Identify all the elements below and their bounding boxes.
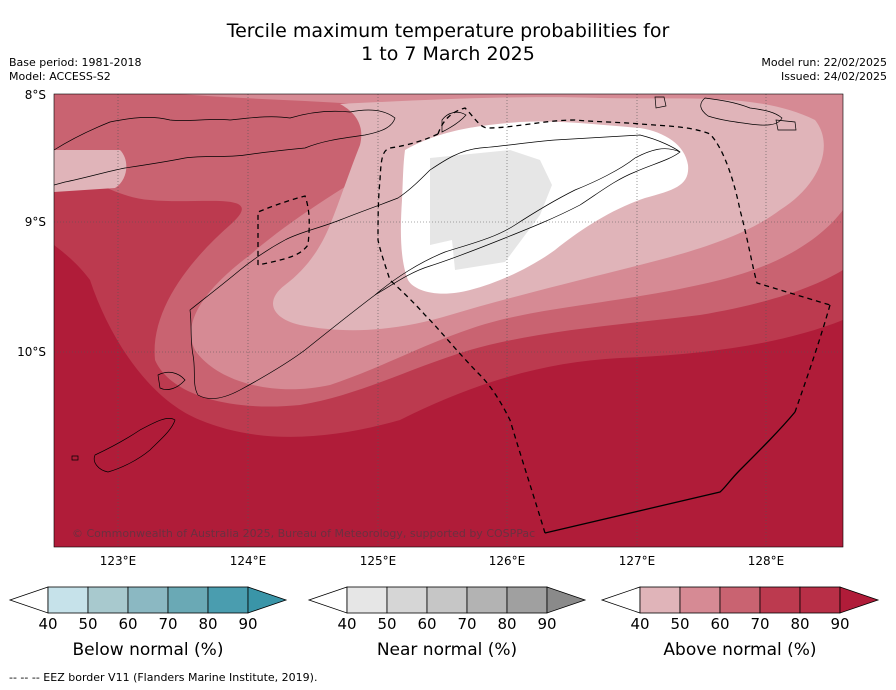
title-line-1: Tercile maximum temperature probabilitie…	[226, 20, 670, 42]
colorbar-near-normal	[307, 586, 587, 614]
coastlines	[54, 96, 797, 473]
cb-near-bin-50	[386, 586, 428, 614]
lon-label-128e: 128°E	[747, 554, 785, 568]
cb-below-extend-high	[247, 586, 288, 614]
rote-island	[93, 417, 176, 473]
colorbar-below-normal	[8, 586, 288, 614]
cb-near-tick-50: 50	[377, 615, 397, 633]
cb-near-bin-60	[426, 586, 468, 614]
cb-below-tick-70: 70	[158, 615, 178, 633]
cb-above-tick-70: 70	[750, 615, 770, 633]
cb-below-bin-40	[47, 586, 89, 614]
cb-near-title: Near normal (%)	[376, 640, 518, 660]
eez-dashed-east	[794, 304, 831, 413]
map-title: Tercile maximum temperature probabilitie…	[0, 20, 896, 66]
lat-label-10s: 10°S	[17, 345, 46, 359]
semau-island	[157, 371, 186, 390]
cb-above-bin-40	[639, 586, 681, 614]
cb-below-bin-70	[167, 586, 209, 614]
issued-date: Issued: 24/02/2025	[780, 70, 887, 83]
eez-dashed-west	[377, 133, 546, 534]
eez-solid-south	[544, 411, 796, 534]
cb-below-extend-low	[8, 586, 49, 614]
eez-dashed-oecusse	[257, 195, 310, 266]
title-line-2: 1 to 7 March 2025	[361, 43, 535, 65]
lat-label-9s: 9°S	[24, 215, 46, 229]
flores-coastline	[54, 109, 396, 186]
cb-near-bin-80	[506, 586, 548, 614]
cb-below-tick-80: 80	[198, 615, 218, 633]
cb-below-tick-40: 40	[38, 615, 58, 633]
cb-below-title: Below normal (%)	[72, 640, 224, 660]
cb-above-tick-60: 60	[710, 615, 730, 633]
cb-below-bin-50	[87, 586, 129, 614]
cb-near-tick-70: 70	[457, 615, 477, 633]
timor-coastline	[189, 134, 681, 399]
model-run: Model run: 22/02/2025	[761, 56, 887, 69]
map-credit: © Commonwealth of Australia 2025, Bureau…	[72, 527, 536, 540]
ndao-island	[71, 455, 79, 461]
cb-near-tick-80: 80	[497, 615, 517, 633]
timor-inner-border	[374, 148, 681, 296]
cb-above-bin-60	[719, 586, 761, 614]
cb-above-extend-high	[839, 586, 880, 614]
cb-near-tick-40: 40	[337, 615, 357, 633]
cb-near-bin-70	[466, 586, 508, 614]
lon-label-126e: 126°E	[488, 554, 526, 568]
cb-near-tick-90: 90	[537, 615, 557, 633]
meta-left: Base period: 1981-2018 Model: ACCESS-S2	[9, 56, 141, 84]
cb-above-tick-90: 90	[830, 615, 850, 633]
small-island-north	[441, 111, 467, 133]
cb-above-bin-70	[759, 586, 801, 614]
colorbar-above-normal	[600, 586, 880, 614]
cb-near-bin-40	[346, 586, 388, 614]
cb-below-tick-50: 50	[78, 615, 98, 633]
lon-label-127e: 127°E	[618, 554, 656, 568]
map-frame	[53, 93, 844, 548]
lon-label-124e: 124°E	[229, 554, 267, 568]
cb-above-bin-50	[679, 586, 721, 614]
contour-above-50-left	[54, 150, 127, 192]
cb-near-extend-high	[546, 586, 587, 614]
alor-island	[775, 119, 797, 131]
cb-above-title: Above normal (%)	[663, 640, 817, 660]
base-period: Base period: 1981-2018	[9, 56, 142, 69]
contour-near-50	[430, 150, 552, 270]
meta-right: Model run: 22/02/2025 Issued: 24/02/2025	[761, 56, 887, 84]
wetar-coastline	[700, 97, 783, 126]
cb-below-tick-90: 90	[238, 615, 258, 633]
cb-near-tick-60: 60	[417, 615, 437, 633]
colorbars	[8, 586, 880, 614]
cb-below-tick-60: 60	[118, 615, 138, 633]
atauro-island	[654, 96, 667, 109]
cb-near-extend-low	[307, 586, 348, 614]
cb-above-tick-80: 80	[790, 615, 810, 633]
model-name: Model: ACCESS-S2	[9, 70, 111, 83]
eez-footnote: -- -- -- EEZ border V11 (Flanders Marine…	[9, 671, 318, 684]
cb-above-extend-low	[600, 586, 641, 614]
cb-above-tick-40: 40	[630, 615, 650, 633]
eez-dashed-north	[437, 107, 831, 306]
lat-label-8s: 8°S	[24, 88, 46, 102]
lon-label-123e: 123°E	[99, 554, 137, 568]
cb-above-tick-50: 50	[670, 615, 690, 633]
cb-below-bin-80	[207, 586, 249, 614]
cb-above-bin-80	[799, 586, 841, 614]
cb-below-bin-60	[127, 586, 169, 614]
eez-border	[257, 107, 831, 534]
probability-contours	[54, 94, 843, 547]
lon-label-125e: 125°E	[359, 554, 397, 568]
